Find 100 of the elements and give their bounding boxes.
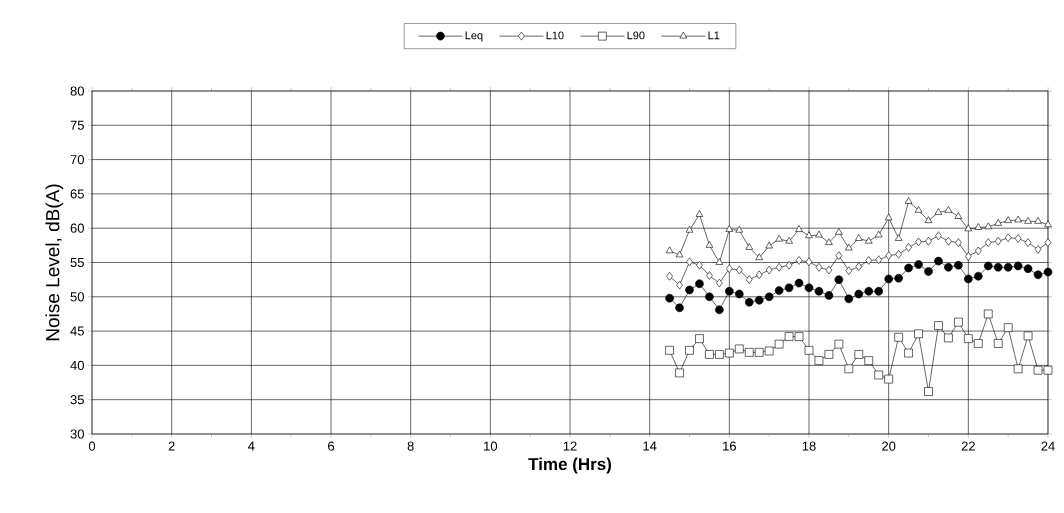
point [894, 332, 903, 342]
point [784, 283, 794, 293]
point [935, 231, 942, 241]
point [954, 212, 963, 219]
point [904, 197, 913, 204]
point [964, 334, 973, 343]
point [835, 228, 843, 235]
point [815, 230, 823, 238]
point [715, 258, 724, 265]
point [825, 265, 833, 275]
point [944, 262, 953, 272]
x-tick-label: 8 [407, 441, 414, 451]
point [955, 238, 962, 247]
point [735, 344, 744, 354]
point [1013, 364, 1023, 374]
point [764, 292, 774, 302]
point [904, 348, 913, 358]
point [973, 271, 983, 281]
point [984, 222, 993, 230]
point [964, 224, 973, 232]
point [824, 350, 834, 359]
point [725, 287, 734, 296]
point [884, 274, 893, 284]
point [675, 368, 684, 378]
point [1043, 365, 1053, 375]
y-tick-label: 30 [70, 429, 84, 439]
point [1003, 323, 1013, 332]
point [895, 249, 902, 259]
point [905, 243, 912, 252]
point [984, 238, 992, 247]
point [785, 236, 793, 244]
point [983, 261, 993, 271]
point [1024, 217, 1032, 224]
point [685, 225, 694, 233]
point [705, 241, 714, 248]
legend-label: Leq [465, 31, 483, 42]
y-tick-label: 35 [70, 395, 84, 405]
point [934, 321, 943, 330]
point [1004, 216, 1012, 223]
point [726, 264, 733, 273]
point [884, 213, 893, 221]
point [934, 208, 943, 215]
point [784, 332, 794, 341]
point [845, 266, 853, 276]
point [914, 260, 923, 269]
point [814, 287, 824, 296]
y-tick-label: 60 [70, 223, 84, 233]
y-tick-label: 70 [70, 154, 84, 165]
point [795, 256, 803, 265]
legend-label: L90 [627, 31, 645, 40]
point [785, 260, 793, 270]
y-tick-label: 45 [70, 326, 84, 336]
point [834, 339, 844, 349]
point [676, 280, 683, 290]
point [675, 250, 684, 258]
point [805, 231, 813, 239]
point [675, 303, 684, 313]
point [716, 278, 723, 288]
point [665, 293, 674, 303]
point [874, 230, 883, 238]
point [994, 219, 1002, 226]
point [835, 251, 843, 260]
point [765, 241, 773, 249]
point [885, 251, 892, 260]
point [945, 236, 952, 246]
point [934, 256, 943, 266]
point [804, 283, 814, 293]
point [705, 350, 714, 359]
point [874, 370, 884, 380]
y-tick-label: 75 [70, 120, 84, 130]
legend-label: L1 [708, 31, 720, 40]
point [1043, 267, 1053, 277]
point [904, 263, 913, 273]
x-tick-label: 12 [563, 441, 577, 451]
point [855, 234, 863, 241]
x-axis-title: Time (Hrs) [528, 457, 612, 474]
point [824, 291, 834, 300]
point [745, 243, 754, 250]
point [804, 346, 814, 355]
point [954, 317, 963, 327]
point [696, 260, 703, 270]
point [1034, 217, 1042, 224]
point [1033, 270, 1043, 280]
point [754, 295, 764, 305]
point [744, 297, 754, 307]
y-tick-label: 40 [70, 360, 84, 370]
point [864, 236, 873, 244]
x-tick-label: 0 [88, 441, 96, 451]
point [805, 257, 813, 267]
point [744, 348, 754, 357]
legend-label: L10 [546, 31, 564, 40]
point [775, 262, 783, 272]
point [695, 279, 704, 289]
point [954, 260, 963, 270]
point [1024, 238, 1032, 247]
point [854, 289, 864, 299]
point [924, 216, 933, 223]
y-tick-label: 65 [70, 189, 84, 199]
point [844, 294, 854, 304]
x-tick-label: 16 [723, 441, 736, 451]
